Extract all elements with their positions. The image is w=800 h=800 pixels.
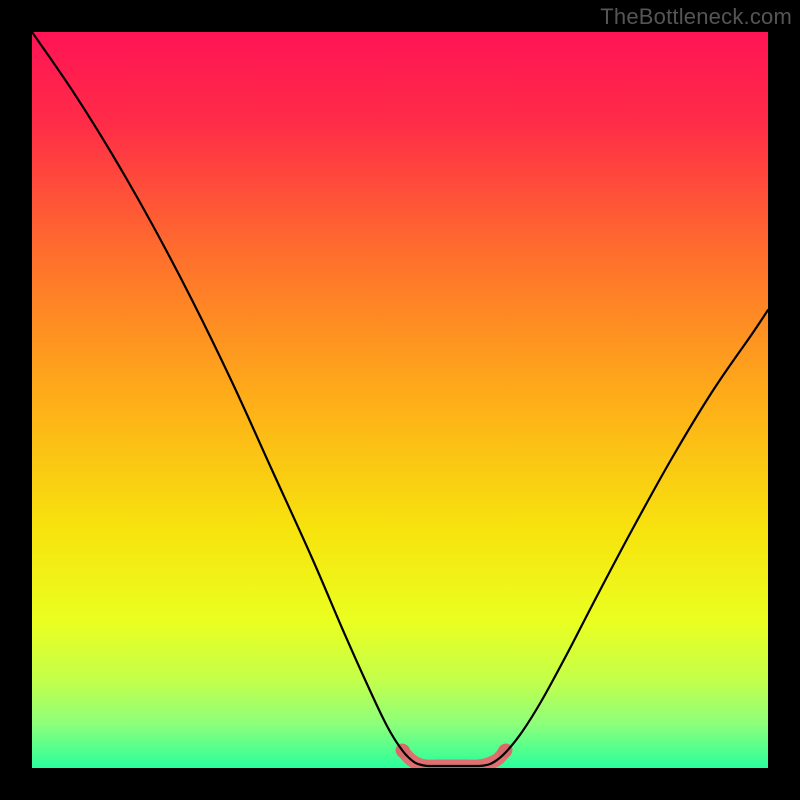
plot-area [32,32,768,768]
curve-svg [32,32,768,768]
chart-container: TheBottleneck.com [0,0,800,800]
watermark-text: TheBottleneck.com [600,4,792,30]
bottleneck-curve [32,32,768,766]
